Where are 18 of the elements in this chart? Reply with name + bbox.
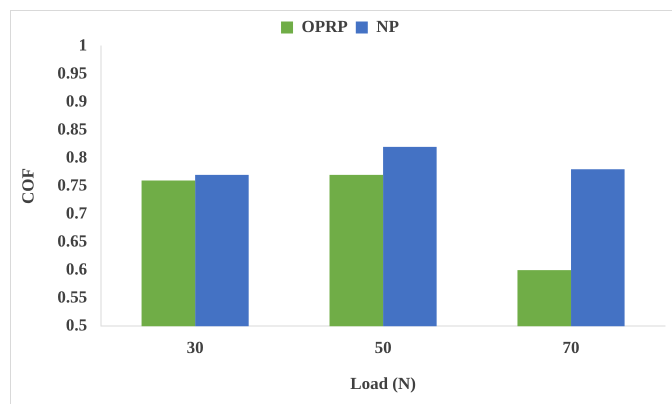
- y-tick-label: 0.95: [57, 63, 88, 82]
- y-tick-label: 1: [78, 35, 88, 54]
- y-tick-label: 0.6: [66, 260, 88, 279]
- y-tick-label: 0.7: [66, 204, 88, 223]
- x-tick-label: 50: [374, 338, 392, 357]
- y-tick-label: 0.9: [66, 91, 88, 110]
- y-tick-label: 0.75: [57, 175, 88, 194]
- y-tick-label: 0.65: [57, 232, 88, 251]
- x-tick-label: 30: [186, 338, 204, 357]
- y-tick-label: 0.8: [66, 147, 88, 166]
- y-axis-title: COF: [18, 168, 38, 204]
- x-axis-title: Load (N): [350, 374, 416, 394]
- y-tick-label: 0.55: [57, 288, 88, 307]
- legend-label: NP: [376, 16, 399, 36]
- y-tick-label: 0.85: [57, 119, 88, 138]
- x-tick-label: 70: [562, 338, 580, 357]
- y-tick-label: 0.5: [66, 316, 88, 335]
- legend-label: OPRP: [302, 16, 348, 36]
